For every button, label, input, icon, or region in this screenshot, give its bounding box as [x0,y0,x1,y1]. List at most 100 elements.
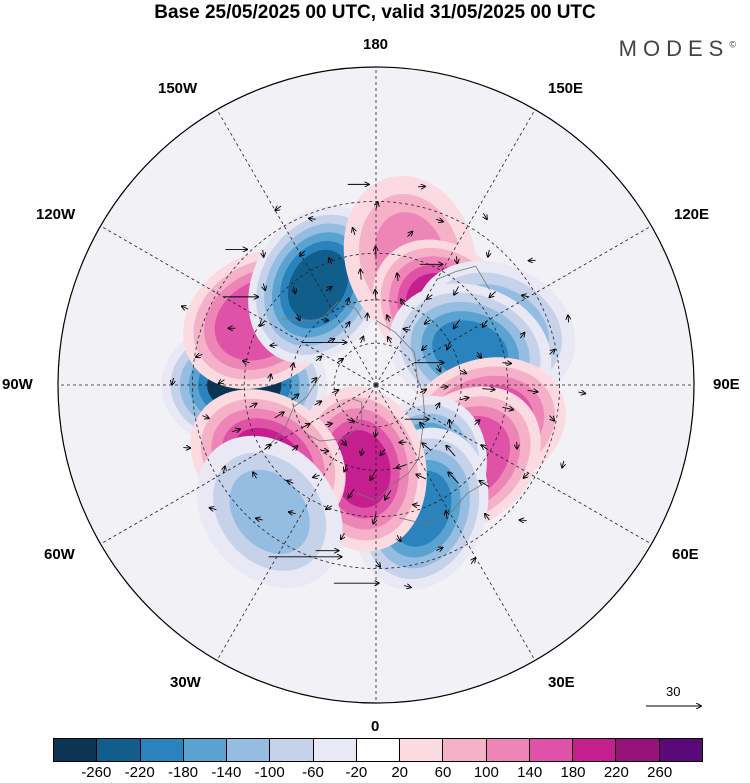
latitude-circle [333,342,419,428]
colorbar-tick-label: -180 [167,764,199,781]
wind-arrow [549,415,555,421]
wind-arrow [404,586,411,588]
wind-arrow [482,445,488,449]
wind-arrow [413,505,421,506]
lon-label-60w: 60W [44,546,75,563]
coastline [306,398,363,442]
wind-arrow [456,256,457,263]
wind-arrow [346,322,350,329]
wind-arrow [522,295,529,297]
wind-arrow [376,561,380,567]
coastline [267,375,322,448]
lon-label-120e: 120E [674,206,710,223]
colorbar-swatch [528,739,573,761]
wind-arrow [182,306,189,309]
wind-arrow [479,481,489,487]
wind-arrow [347,419,354,421]
wind-arrow [361,337,364,344]
wind-arrow [520,520,527,521]
wind-arrow [287,481,294,484]
colorbar-swatch [96,739,140,761]
wind-arrow [311,378,316,384]
wind-arrow [367,314,368,321]
wind-arrow [396,465,406,468]
colorbar-swatch [572,739,616,761]
wind-arrow [489,291,496,298]
wind-arrow [353,228,355,235]
wind-arrow [454,319,461,328]
wind-arrow [210,508,217,510]
meridian-line [375,384,536,661]
colorbar-tick-label: 60 [434,764,452,781]
wind-arrow [488,249,489,257]
meridian-line [100,225,377,386]
colorbar-tick-label: 100 [473,764,499,781]
coastline [399,479,490,525]
colorbar-swatch [485,739,529,761]
wind-arrow [172,377,174,385]
wind-arrow [419,389,426,392]
wind-arrow [342,439,347,445]
lon-label-30e: 30E [548,674,575,691]
wind-arrow [407,232,413,237]
colorbar-swatch [182,739,227,761]
wind-arrow [562,460,564,468]
wind-arrow [422,443,432,451]
wind-arrow [397,273,398,281]
wind-arrow [202,416,208,419]
colorbar-swatch [658,739,702,761]
colorbar-swatch [442,739,486,761]
wind-arrow [274,412,284,419]
anomaly-contour [229,469,310,554]
colorbar-swatch [269,739,313,761]
wind-arrow [502,407,514,409]
wind-arrow [360,269,361,280]
wind-arrow [321,320,328,321]
wind-arrow [485,514,489,521]
wind-arrow [420,423,424,429]
wind-arrow [474,420,480,426]
wind-arrow [243,361,250,363]
colorbar-tick-label: -220 [124,764,155,781]
wind-arrow [436,403,439,410]
wind-arrow [344,464,347,471]
wind-arrow [341,533,345,539]
wind-arrow [502,363,512,364]
colorbar-swatch [399,739,443,761]
wind-arrow [422,344,428,350]
colorbar-swatch [615,739,659,761]
wind-arrow [375,429,376,437]
reference-vector-label: 30 [666,684,681,699]
lon-label-60e: 60E [672,546,699,563]
wind-arrow [291,446,297,451]
wind-arrow [293,286,295,294]
brand-logo: MODES© [618,36,736,61]
wind-arrow [471,558,475,565]
wind-arrow [438,364,441,371]
wind-arrow [436,547,442,550]
wind-arrow [375,247,376,257]
lon-label-150w: 150W [158,80,198,97]
map-title: Base 25/05/2025 00 UTC, valid 31/05/2025… [154,2,596,23]
wind-arrow [459,370,466,373]
wind-vectors [172,184,585,587]
wind-arrow [348,488,355,498]
lon-label-0: 0 [371,718,380,735]
wind-arrow [483,320,488,327]
colorbar-swatch [355,739,400,761]
colorbar-tick-label: -100 [254,764,285,781]
colorbar-tick-label: 180 [560,764,586,781]
colorbar-tick-label: -140 [211,764,242,781]
colorbar-tick-label: -20 [345,764,368,781]
wind-arrow [446,511,447,519]
lon-label-120w: 120W [36,206,76,223]
wind-arrow [401,299,405,306]
wind-arrow [440,387,448,388]
wind-arrow [373,513,376,523]
wind-arrow [568,315,569,323]
wind-arrow [385,490,392,499]
wind-arrow [313,475,320,477]
meridian-line [100,384,377,545]
colorbar-ticks: -260 -220 -180 -140 -100 -60 -20 20 60 100 140 180 2… [0,764,750,782]
